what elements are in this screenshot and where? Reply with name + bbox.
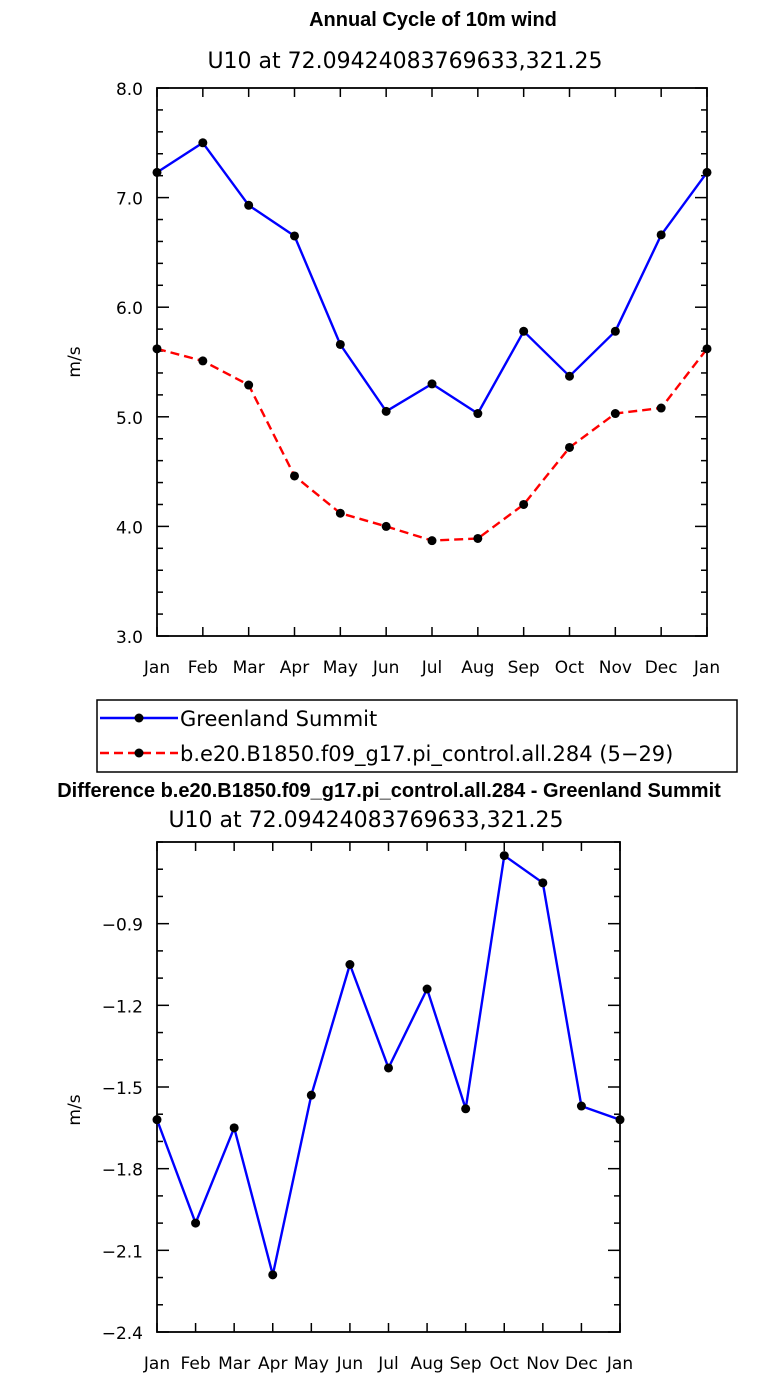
chart-0-series-0-point bbox=[244, 200, 254, 210]
chart-1-x-tick-label: Jan bbox=[143, 1354, 170, 1374]
chart-0-series-0-point bbox=[519, 326, 529, 336]
chart-1-x-tick-label: Feb bbox=[181, 1354, 211, 1374]
chart-1-series-0-point bbox=[576, 1101, 586, 1111]
chart-1-series-0-point bbox=[538, 878, 548, 888]
chart-0-series-1-point bbox=[198, 356, 208, 366]
chart-0-series-1-point bbox=[335, 508, 345, 518]
chart-1-x-tick-label: Jan bbox=[606, 1354, 633, 1374]
chart-1-series-0-point bbox=[345, 960, 355, 969]
chart-0-series-1-point bbox=[244, 380, 254, 390]
bottom-chart-subtitle: U10 at 72.09424083769633,321.25 bbox=[168, 808, 563, 833]
chart-1-frame bbox=[156, 841, 621, 1333]
chart-1-y-tick-label: −2.4 bbox=[102, 1324, 143, 1344]
chart-0-series-0-point bbox=[656, 230, 666, 240]
chart-0-x-tick-label: Apr bbox=[280, 658, 309, 678]
chart-0-series-0-point bbox=[702, 167, 712, 177]
chart-1-series-0-point bbox=[499, 851, 509, 861]
difference-chart: Difference b.e20.B1850.f09_g17.pi_contro… bbox=[57, 780, 721, 1374]
chart-0-x-tick-label: Mar bbox=[233, 658, 265, 678]
chart-0-x-tick-label: Aug bbox=[461, 658, 494, 678]
chart-1-y-tick-label: −2.1 bbox=[102, 1242, 143, 1262]
legend-box bbox=[96, 699, 738, 773]
chart-0-x-tick-label: Jun bbox=[372, 658, 400, 678]
chart-1-x-tick-label: Aug bbox=[410, 1354, 443, 1374]
chart-1-x-tick-label: Jul bbox=[377, 1354, 399, 1374]
legend-marker-control bbox=[134, 748, 144, 758]
chart-0-series-0-point bbox=[198, 138, 208, 148]
top-chart-legend: Greenland Summit b.e20.B1850.f09_g17.pi_… bbox=[96, 699, 738, 773]
chart-0-y-tick-label: 4.0 bbox=[116, 518, 143, 538]
legend-label-control: b.e20.B1850.f09_g17.pi_control.all.284 (… bbox=[180, 742, 673, 767]
chart-1-series-0-point bbox=[422, 984, 432, 994]
legend-label-greenland: Greenland Summit bbox=[180, 707, 377, 731]
top-chart-plot-area: Jan Feb Mar Apr May Jun Jul Aug Sep Oct Nov Dec Jan3… bbox=[116, 80, 720, 678]
chart-0-series-0-point bbox=[473, 409, 483, 419]
chart-0-y-tick-label: 5.0 bbox=[116, 409, 143, 429]
chart-0-series-0-line bbox=[156, 141, 708, 415]
chart-0-x-tick-label: Jul bbox=[421, 658, 443, 678]
top-chart-title: Annual Cycle of 10m wind bbox=[309, 9, 557, 31]
chart-1-series-0-point bbox=[384, 1063, 393, 1073]
chart-1-series-0-point bbox=[268, 1270, 278, 1280]
chart-0-series-1-line bbox=[156, 347, 708, 542]
chart-1-series-0-point bbox=[191, 1218, 201, 1228]
chart-1-x-tick-label: Sep bbox=[450, 1354, 482, 1374]
chart-1-y-tick-label: −0.9 bbox=[102, 916, 143, 936]
chart-0-series-1-point bbox=[610, 409, 620, 419]
bottom-chart-y-axis-label: m/s bbox=[65, 1094, 85, 1125]
chart-0-series-0-point bbox=[381, 406, 391, 416]
chart-0-series-0-point bbox=[335, 339, 345, 349]
chart-0-x-tick-label: Sep bbox=[508, 658, 540, 678]
chart-0-y-tick-label: 6.0 bbox=[116, 299, 143, 319]
chart-1-series-0-point bbox=[615, 1115, 625, 1125]
chart-0-x-tick-label: Oct bbox=[555, 658, 585, 678]
chart-1-series-0-point bbox=[306, 1090, 316, 1100]
chart-1-x-tick-label: Apr bbox=[258, 1354, 287, 1374]
chart-0-series-0-point bbox=[610, 326, 620, 336]
chart-0-series-1-point bbox=[656, 403, 666, 413]
chart-1-y-tick-label: −1.8 bbox=[102, 1161, 143, 1181]
chart-1-y-tick-label: −1.2 bbox=[102, 997, 143, 1017]
chart-1-x-tick-label: Oct bbox=[490, 1354, 520, 1374]
chart-0-series-0-point bbox=[290, 231, 299, 241]
chart-0-x-tick-label: Nov bbox=[599, 658, 632, 678]
chart-0-series-0-point bbox=[565, 371, 574, 381]
chart-1-y-tick-label: −1.5 bbox=[102, 1079, 143, 1099]
chart-0-series-1-point bbox=[702, 344, 712, 354]
chart-0-y-tick-label: 7.0 bbox=[116, 190, 143, 210]
top-chart-y-axis-label: m/s bbox=[65, 346, 85, 377]
chart-0-x-tick-label: Jan bbox=[143, 658, 170, 678]
bottom-chart-plot-area: Jan Feb Mar Apr May Jun Jul Aug Sep Oct Nov Dec Jan−… bbox=[102, 841, 633, 1374]
chart-1-series-0-point bbox=[229, 1123, 239, 1133]
bottom-chart-title: Difference b.e20.B1850.f09_g17.pi_contro… bbox=[57, 780, 721, 802]
legend-marker-greenland bbox=[134, 713, 144, 723]
chart-0-x-tick-label: Jan bbox=[693, 658, 720, 678]
chart-0-x-tick-label: Feb bbox=[188, 658, 218, 678]
chart-0-y-tick-label: 3.0 bbox=[116, 628, 143, 648]
chart-1-series-0-point bbox=[461, 1104, 471, 1114]
chart-0-series-1-point bbox=[519, 499, 529, 509]
chart-1-series-0-point bbox=[152, 1115, 162, 1125]
chart-0-x-tick-label: May bbox=[323, 658, 358, 678]
chart-0-series-1-point bbox=[152, 344, 162, 354]
chart-1-x-tick-label: Nov bbox=[526, 1354, 559, 1374]
chart-0-x-tick-label: Dec bbox=[645, 658, 678, 678]
chart-0-series-1-point bbox=[427, 536, 437, 546]
chart-1-x-tick-label: Jun bbox=[336, 1354, 364, 1374]
chart-0-y-tick-label: 8.0 bbox=[116, 80, 143, 100]
chart-0-series-1-point bbox=[565, 442, 574, 452]
top-chart-subtitle: U10 at 72.09424083769633,321.25 bbox=[207, 49, 602, 74]
chart-1-x-tick-label: Mar bbox=[218, 1354, 250, 1374]
chart-0-series-0-point bbox=[152, 167, 162, 177]
chart-0-frame bbox=[156, 87, 708, 637]
chart-1-x-tick-label: Dec bbox=[565, 1354, 598, 1374]
chart-0-series-1-point bbox=[381, 521, 391, 531]
chart-1-x-tick-label: May bbox=[294, 1354, 329, 1374]
annual-cycle-chart: Annual Cycle of 10m wind U10 at 72.09424… bbox=[65, 9, 738, 773]
chart-0-series-1-point bbox=[290, 471, 299, 481]
chart-0-series-1-point bbox=[473, 533, 483, 543]
chart-0-series-0-point bbox=[427, 379, 437, 389]
